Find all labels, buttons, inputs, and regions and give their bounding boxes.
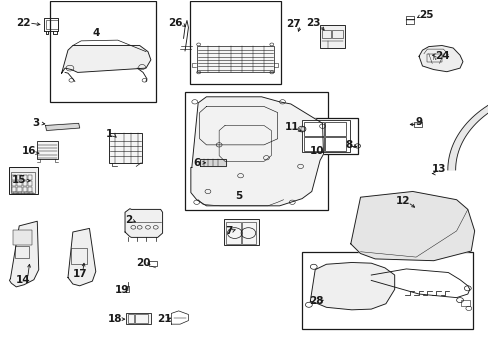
Bar [225, 222, 240, 244]
Polygon shape [350, 192, 474, 261]
Bar [15, 246, 29, 258]
Text: 6: 6 [193, 158, 200, 168]
Bar [149, 261, 157, 266]
Bar [427, 54, 441, 62]
Bar [50, 1, 156, 102]
Bar [13, 230, 32, 245]
Text: 5: 5 [235, 191, 242, 201]
Text: 9: 9 [415, 117, 422, 127]
Polygon shape [61, 45, 151, 73]
Bar [45, 21, 58, 30]
Bar [28, 175, 32, 180]
Bar [302, 252, 472, 329]
Text: 14: 14 [15, 275, 30, 285]
Bar [461, 301, 469, 306]
Bar [37, 140, 58, 159]
Text: 3: 3 [32, 118, 40, 128]
Bar [304, 137, 324, 151]
Bar [22, 175, 27, 180]
Bar [28, 187, 32, 192]
Bar [126, 313, 151, 324]
Text: 2: 2 [124, 215, 132, 225]
Bar [22, 181, 27, 186]
Text: 16: 16 [21, 145, 36, 156]
Bar [12, 175, 16, 180]
Text: 26: 26 [168, 18, 182, 28]
Bar [17, 181, 21, 186]
Bar [28, 181, 32, 186]
Bar [302, 120, 349, 152]
Bar [17, 175, 21, 180]
Bar [331, 31, 342, 39]
Bar [71, 248, 87, 264]
Text: 17: 17 [72, 269, 87, 279]
Bar [189, 1, 281, 84]
Text: 24: 24 [434, 51, 448, 61]
Text: 28: 28 [309, 296, 323, 306]
Text: 11: 11 [285, 122, 299, 132]
Polygon shape [418, 45, 462, 72]
Polygon shape [125, 209, 162, 237]
Polygon shape [45, 123, 80, 131]
Text: 10: 10 [309, 145, 323, 156]
Bar [135, 314, 148, 323]
Bar [297, 118, 357, 154]
Bar [18, 192, 22, 194]
Bar [128, 314, 134, 323]
Text: 8: 8 [345, 140, 352, 150]
Text: 22: 22 [16, 18, 31, 28]
Bar [413, 122, 421, 127]
Text: 4: 4 [92, 28, 99, 38]
Bar [304, 122, 324, 136]
Polygon shape [190, 97, 323, 206]
Text: 19: 19 [114, 285, 128, 296]
Bar [12, 187, 16, 192]
Bar [325, 137, 345, 151]
Bar [196, 46, 273, 72]
Text: 13: 13 [431, 164, 446, 174]
Bar [241, 222, 256, 244]
Text: 21: 21 [157, 314, 171, 324]
Bar [224, 220, 259, 245]
Bar [29, 192, 33, 194]
Bar [13, 192, 17, 194]
Bar [325, 122, 345, 136]
Text: 27: 27 [285, 19, 300, 29]
Text: 18: 18 [108, 314, 122, 324]
Bar [109, 134, 142, 163]
Bar [11, 172, 35, 193]
Polygon shape [199, 159, 225, 166]
Bar [22, 187, 27, 192]
Text: 15: 15 [11, 175, 26, 185]
Text: 23: 23 [306, 18, 320, 28]
Bar [17, 187, 21, 192]
Bar [322, 31, 330, 39]
Polygon shape [310, 262, 394, 310]
Bar [9, 167, 38, 194]
Polygon shape [9, 221, 39, 287]
Text: 20: 20 [136, 258, 150, 268]
Polygon shape [68, 228, 96, 286]
Bar [184, 92, 328, 211]
Text: 12: 12 [395, 196, 409, 206]
Text: 25: 25 [418, 10, 432, 20]
Text: 1: 1 [105, 129, 112, 139]
Bar [24, 192, 28, 194]
Bar [320, 25, 345, 48]
Text: 7: 7 [225, 226, 232, 236]
Polygon shape [447, 87, 488, 170]
Bar [12, 181, 16, 186]
Text: N: N [432, 56, 436, 61]
Bar [300, 127, 305, 131]
